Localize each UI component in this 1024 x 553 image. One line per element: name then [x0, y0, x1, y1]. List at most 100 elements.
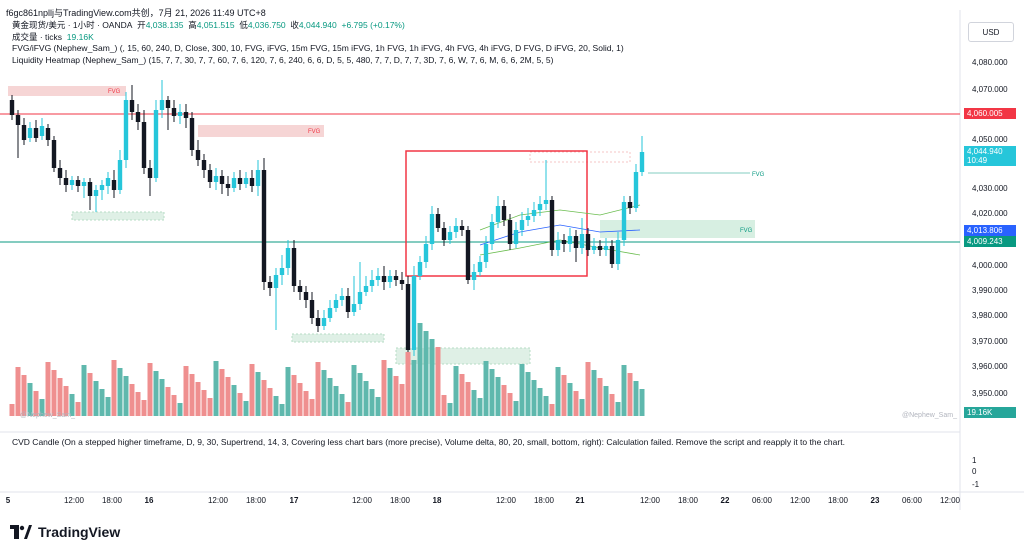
volume-series: [9, 323, 645, 416]
candle-body: [297, 286, 303, 292]
candle-body: [27, 128, 33, 138]
volume-legend[interactable]: 成交量 · ticks 19.16K: [12, 31, 94, 43]
fvg-label-4: FVG: [752, 172, 765, 178]
price-axis-label: 4,030.000: [972, 184, 1008, 193]
candle-body: [429, 214, 435, 244]
candle-body: [183, 112, 189, 118]
volume-bar: [495, 377, 501, 416]
candle-body: [81, 182, 87, 186]
volume-label: 成交量 · ticks: [12, 32, 63, 42]
candle-body: [585, 234, 591, 250]
volume-bar: [399, 384, 405, 416]
price-axis-label: 4,000.000: [972, 261, 1008, 270]
volume-bar: [207, 398, 213, 416]
candle-body: [561, 240, 567, 244]
volume-bar: [123, 376, 129, 416]
close-label: 收: [290, 20, 299, 30]
candle-body: [171, 108, 177, 116]
symbol-legend: 黄金现货/美元 · 1小时 · OANDA 开4,038.135 高4,051.…: [12, 19, 405, 31]
volume-bar: [243, 401, 249, 416]
volume-bar: [21, 375, 27, 416]
volume-bar: [177, 403, 183, 416]
cvd-axis-label: 0: [972, 467, 977, 476]
current-price-time: 10:49: [967, 156, 988, 165]
candle-body: [21, 125, 27, 140]
candle-body: [357, 292, 363, 304]
candle-body: [267, 282, 273, 288]
candle-body: [555, 240, 561, 250]
candle-body: [279, 268, 285, 275]
fvg-zone-bearish-1: [8, 86, 126, 96]
volume-bar: [387, 368, 393, 416]
cvd-axis-labels: 1 0 -1: [972, 456, 980, 489]
volume-bar: [543, 396, 549, 416]
candle-body: [399, 280, 405, 284]
heatmap-indicator-legend[interactable]: Liquidity Heatmap (Nephew_Sam_) (15, 7, …: [12, 55, 554, 65]
volume-bar: [483, 361, 489, 416]
tradingview-logo[interactable]: TradingView: [10, 524, 120, 540]
volume-bar: [501, 385, 507, 416]
candle-body: [489, 222, 495, 244]
price-axis-label: 3,980.000: [972, 311, 1008, 320]
volume-bar: [537, 388, 543, 416]
candle-body: [177, 112, 183, 116]
candle-body: [495, 206, 501, 222]
volume-bar: [633, 381, 639, 416]
volume-bar: [117, 368, 123, 416]
candle-body: [537, 204, 543, 210]
watermark-left: @Nephew_Sam_: [20, 412, 75, 419]
volume-bar: [441, 395, 447, 416]
close-value: 4,044.940: [298, 20, 337, 30]
candle-body: [9, 100, 15, 115]
price-axis-label: 4,080.000: [972, 58, 1008, 67]
volume-bar: [159, 379, 165, 416]
volume-bar: [213, 361, 219, 416]
volume-bar: [45, 362, 51, 416]
low-label: 低: [239, 20, 248, 30]
candle-body: [201, 160, 207, 170]
candle-body: [93, 190, 99, 196]
time-axis-label: 12:00: [640, 496, 661, 505]
band-mid: [479, 224, 641, 246]
candle-body: [111, 180, 117, 190]
fvg-indicator-legend[interactable]: FVG/iFVG (Nephew_Sam_) (, 15, 60, 240, D…: [12, 43, 624, 53]
author-line: f6gc861npllj与TradingView.com共创，7月 21, 20…: [6, 8, 266, 18]
candle-body: [123, 100, 129, 160]
volume-bar: [165, 387, 171, 416]
time-axis-label: 18: [433, 496, 442, 505]
volume-bar: [261, 380, 267, 416]
time-axis-label: 18:00: [246, 496, 267, 505]
volume-bar: [351, 365, 357, 416]
candle-body: [159, 100, 165, 110]
candle-body: [333, 300, 339, 308]
high-value: 4,051.515: [196, 20, 235, 30]
volume-bar: [591, 370, 597, 416]
candle-body: [117, 160, 123, 190]
volume-bar: [567, 383, 573, 416]
candle-body: [441, 228, 447, 240]
volume-bar: [375, 397, 381, 416]
candle-body: [195, 150, 201, 160]
candle-body: [273, 275, 279, 288]
time-axis-label: 12:00: [940, 496, 961, 505]
volume-bar: [249, 364, 255, 416]
candle-body: [531, 210, 537, 216]
candle-body: [291, 248, 297, 286]
candlestick-series: [9, 80, 645, 356]
volume-bar: [237, 393, 243, 416]
candle-body: [465, 230, 471, 280]
candle-body: [153, 110, 159, 178]
candle-body: [633, 172, 639, 208]
fvg-zone-bearish-2: [198, 125, 324, 137]
open-value: 4,038.135: [145, 20, 184, 30]
candle-body: [69, 180, 75, 185]
currency-button[interactable]: USD: [968, 22, 1014, 42]
time-axis-label: 12:00: [790, 496, 811, 505]
volume-bar: [303, 391, 309, 416]
symbol-name[interactable]: 黄金现货/美元 · 1小时 · OANDA: [12, 20, 133, 30]
volume-bar: [135, 392, 141, 416]
candle-body: [423, 244, 429, 262]
volume-bar: [9, 404, 15, 416]
time-axis-label: 17: [290, 496, 299, 505]
